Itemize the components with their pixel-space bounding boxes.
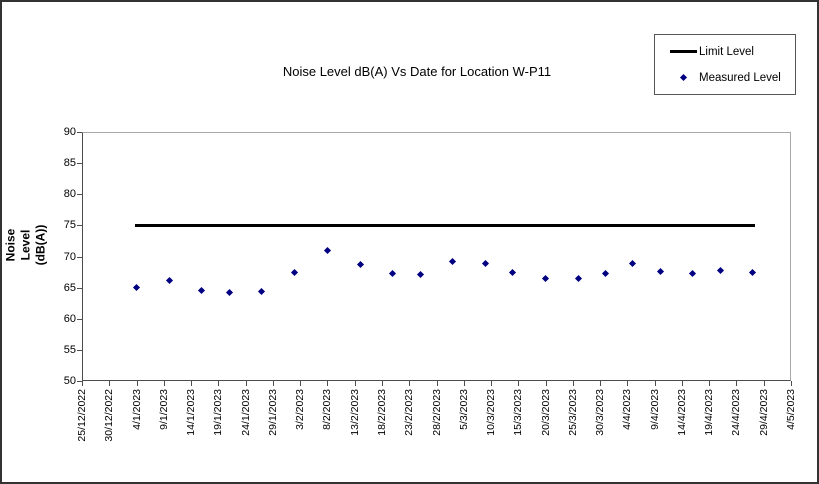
y-tick-label: 60: [63, 313, 76, 325]
y-tick-mark: [77, 225, 82, 226]
y-tick-label: 90: [63, 126, 76, 138]
x-tick-mark: [137, 381, 138, 386]
x-tick-label: 15/3/2023: [512, 389, 524, 436]
x-tick-mark: [300, 381, 301, 386]
x-tick-mark: [464, 381, 465, 386]
x-tick-label: 30/3/2023: [594, 389, 606, 436]
x-tick-mark: [327, 381, 328, 386]
y-tick-mark: [77, 163, 82, 164]
limit-level-line: [135, 224, 755, 227]
legend-label-limit-level: Limit Level: [699, 45, 754, 58]
x-tick-label: 29/1/2023: [267, 389, 279, 436]
plot-area: [82, 132, 791, 381]
y-tick-label: 75: [63, 219, 76, 231]
x-tick-label: 20/3/2023: [540, 389, 552, 436]
measured-diamond-swatch-icon: [679, 73, 688, 82]
x-tick-label: 10/3/2023: [485, 389, 497, 436]
x-tick-label: 8/2/2023: [321, 389, 333, 430]
y-tick-label: 65: [63, 282, 76, 294]
y-tick-mark: [77, 194, 82, 195]
x-tick-mark: [109, 381, 110, 386]
x-tick-mark: [382, 381, 383, 386]
y-tick-mark: [77, 350, 82, 351]
x-tick-mark: [191, 381, 192, 386]
x-tick-label: 14/4/2023: [676, 389, 688, 436]
x-tick-mark: [218, 381, 219, 386]
x-tick-mark: [164, 381, 165, 386]
x-tick-mark: [600, 381, 601, 386]
x-tick-label: 18/2/2023: [376, 389, 388, 436]
x-tick-label: 24/4/2023: [730, 389, 742, 436]
y-axis-title-text: Noise Level (dB(A)): [3, 224, 48, 266]
y-tick-label: 55: [63, 344, 76, 356]
legend-item-measured-level: Measured Level: [670, 65, 795, 91]
x-tick-mark: [573, 381, 574, 386]
x-tick-mark: [409, 381, 410, 386]
x-tick-mark: [246, 381, 247, 386]
x-tick-label: 30/12/2022: [103, 389, 115, 442]
x-tick-mark: [437, 381, 438, 386]
x-tick-label: 13/2/2023: [349, 389, 361, 436]
y-tick-label: 85: [63, 157, 76, 169]
x-tick-label: 29/4/2023: [758, 389, 770, 436]
x-tick-label: 23/2/2023: [403, 389, 415, 436]
y-tick-mark: [77, 132, 82, 133]
y-tick-label: 70: [63, 251, 76, 263]
x-tick-label: 14/1/2023: [185, 389, 197, 436]
x-tick-label: 4/4/2023: [621, 389, 633, 430]
legend-label-measured-level: Measured Level: [699, 71, 781, 84]
y-tick-mark: [77, 257, 82, 258]
y-tick-label: 80: [63, 188, 76, 200]
x-tick-label: 19/1/2023: [212, 389, 224, 436]
x-tick-label: 3/2/2023: [294, 389, 306, 430]
x-tick-label: 25/12/2022: [76, 389, 88, 442]
y-tick-label: 50: [63, 375, 76, 387]
x-tick-label: 4/5/2023: [785, 389, 797, 430]
x-tick-label: 9/4/2023: [649, 389, 661, 430]
legend-swatch-area: [670, 73, 697, 82]
y-tick-mark: [77, 319, 82, 320]
legend-item-limit-level: Limit Level: [670, 39, 795, 65]
legend: Limit Level Measured Level: [654, 34, 796, 95]
limit-line-swatch-icon: [670, 50, 697, 53]
legend-swatch-area: [670, 50, 697, 53]
x-tick-mark: [82, 381, 83, 386]
x-tick-label: 28/2/2023: [431, 389, 443, 436]
x-tick-mark: [764, 381, 765, 386]
x-tick-mark: [655, 381, 656, 386]
y-tick-mark: [77, 381, 82, 382]
x-tick-label: 4/1/2023: [131, 389, 143, 430]
x-tick-label: 5/3/2023: [458, 389, 470, 430]
x-tick-mark: [491, 381, 492, 386]
x-tick-mark: [518, 381, 519, 386]
x-tick-mark: [791, 381, 792, 386]
x-tick-mark: [273, 381, 274, 386]
x-tick-mark: [736, 381, 737, 386]
y-tick-mark: [77, 288, 82, 289]
x-tick-mark: [627, 381, 628, 386]
x-tick-label: 19/4/2023: [703, 389, 715, 436]
x-tick-label: 9/1/2023: [158, 389, 170, 430]
x-tick-mark: [355, 381, 356, 386]
x-tick-mark: [546, 381, 547, 386]
x-tick-mark: [709, 381, 710, 386]
x-tick-label: 25/3/2023: [567, 389, 579, 436]
chart-title: Noise Level dB(A) Vs Date for Location W…: [282, 64, 552, 79]
x-tick-mark: [682, 381, 683, 386]
x-tick-label: 24/1/2023: [240, 389, 252, 436]
